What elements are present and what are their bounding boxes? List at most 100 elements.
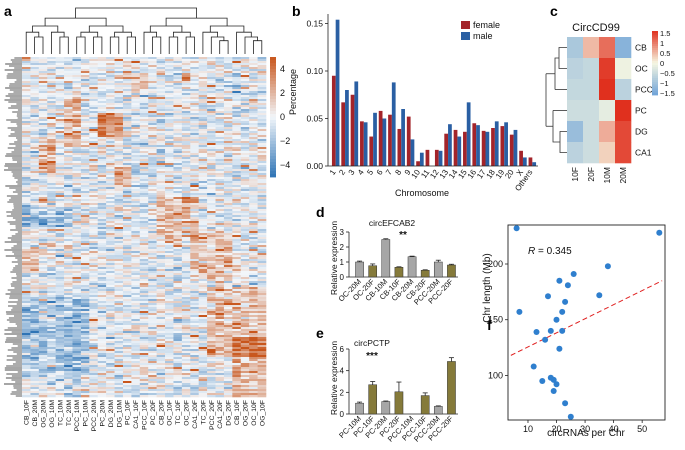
heatmap-cell <box>181 355 191 358</box>
heatmap-cell <box>240 177 250 180</box>
heatmap-cell <box>249 253 258 256</box>
heatmap-cell <box>249 251 258 254</box>
heatmap-cell <box>55 115 65 118</box>
heatmap-cell <box>190 93 199 96</box>
heatmap-cell <box>215 303 225 306</box>
heatmap-cell <box>89 65 99 68</box>
heatmap-cell <box>89 301 99 304</box>
heatmap-cell <box>122 307 132 310</box>
heatmap-cell <box>156 211 166 214</box>
heatmap-cell <box>198 217 208 220</box>
heatmap-cell <box>232 239 242 242</box>
heatmap-cell <box>240 289 250 292</box>
heatmap-cell <box>30 295 40 298</box>
heatmap-cell <box>207 267 216 270</box>
heatmap-cell <box>38 237 48 240</box>
heatmap-cell <box>148 361 157 364</box>
heatmap-cell <box>22 333 31 336</box>
heatmap-cell <box>64 281 73 284</box>
heatmap-cell <box>148 87 157 90</box>
heatmap-cell <box>55 323 65 326</box>
heatmap-cell <box>22 119 31 122</box>
heatmap-cell <box>198 359 208 362</box>
heatmap-cell <box>198 377 208 380</box>
heatmap-cell <box>198 165 208 168</box>
heatmap-cell <box>122 151 132 154</box>
heatmap-cell <box>80 313 90 316</box>
heatmap-cell <box>173 75 183 78</box>
heatmap-cell <box>97 383 107 386</box>
heatmap-cell <box>97 347 107 350</box>
heatmap-cell <box>223 149 233 152</box>
heatmap-cell <box>89 349 99 352</box>
heatmap-cell <box>173 113 183 116</box>
heatmap-cell <box>55 343 65 346</box>
heatmap-cell <box>173 337 183 340</box>
heatmap-cell <box>80 365 90 368</box>
heatmap-cell <box>181 121 191 124</box>
heatmap-cell <box>257 317 267 320</box>
heatmap-cell <box>97 133 107 136</box>
heatmap-cell <box>181 223 191 226</box>
heatmap-cell <box>72 271 82 274</box>
heatmap-cell <box>22 145 31 148</box>
heatmap-cell <box>64 335 73 338</box>
heatmap-cell <box>257 187 267 190</box>
heatmap-cell <box>257 153 267 156</box>
heatmap-cell <box>38 381 48 384</box>
heatmap-cell <box>139 173 149 176</box>
heatmap-cell <box>38 125 48 128</box>
heatmap-cell <box>215 179 225 182</box>
heatmap-cell <box>215 383 225 386</box>
heatmap-cell <box>106 359 115 362</box>
heatmap-cell <box>122 353 132 356</box>
heatmap-cell <box>173 231 183 234</box>
heatmap-cell <box>223 95 233 98</box>
heatmap-cell <box>22 225 31 228</box>
heatmap-cell <box>55 73 65 76</box>
heatmap-cell <box>207 103 216 106</box>
heatmap-cell <box>181 201 191 204</box>
heatmap-cell <box>148 195 157 198</box>
heatmap-cell <box>55 75 65 78</box>
heatmap-cell <box>181 311 191 314</box>
heatmap-cell <box>181 141 191 144</box>
heatmap-cell <box>240 153 250 156</box>
heatmap-cell <box>106 305 115 308</box>
heatmap-cell <box>207 221 216 224</box>
heatmap-cell <box>156 99 166 102</box>
heatmap-cell <box>181 91 191 94</box>
heatmap-cell <box>190 253 199 256</box>
heatmap-cell <box>80 105 90 108</box>
heatmap-cell <box>139 261 149 264</box>
panel-d-label: d <box>316 204 325 220</box>
heatmap-cell <box>198 99 208 102</box>
heatmap-cell <box>156 339 166 342</box>
heatmap-cell <box>30 125 40 128</box>
heatmap-cell <box>47 181 56 184</box>
heatmap-cell <box>207 351 216 354</box>
heatmap-cell <box>165 233 174 236</box>
heatmap-cell <box>223 211 233 214</box>
heatmap-cell <box>89 81 99 84</box>
heatmap-cell <box>80 77 90 80</box>
heatmap-cell <box>131 223 141 226</box>
heatmap-cell <box>55 339 65 342</box>
heatmap-cell <box>156 363 166 366</box>
heatmap-cell <box>165 171 174 174</box>
heatmap-cell <box>89 245 99 248</box>
heatmap-cell <box>106 105 115 108</box>
heatmap-cell <box>232 113 242 116</box>
heatmap-cell <box>207 67 216 70</box>
heatmap-cell <box>249 317 258 320</box>
heatmap-cell <box>223 65 233 68</box>
heatmap-cell <box>139 223 149 226</box>
heatmap-cell <box>198 299 208 302</box>
heatmap-cell <box>181 329 191 332</box>
heatmap-cell <box>232 375 242 378</box>
heatmap-cell <box>257 333 267 336</box>
heatmap-cell <box>114 299 124 302</box>
heatmap-cell <box>72 185 82 188</box>
heatmap-cell <box>80 121 90 124</box>
heatmap-cell <box>106 285 115 288</box>
